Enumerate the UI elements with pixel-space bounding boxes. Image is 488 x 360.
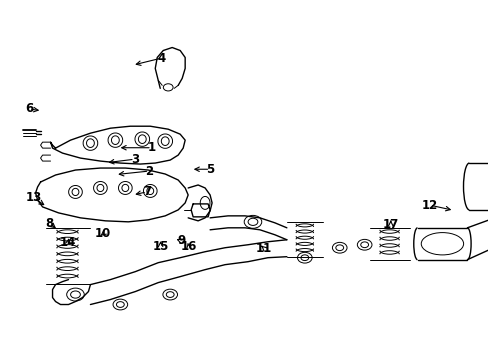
Text: 17: 17 bbox=[382, 218, 398, 231]
Text: 12: 12 bbox=[421, 199, 437, 212]
Text: 5: 5 bbox=[206, 163, 214, 176]
Text: 10: 10 bbox=[95, 227, 111, 240]
Text: 15: 15 bbox=[152, 240, 168, 253]
Text: 8: 8 bbox=[45, 216, 54, 230]
Text: 14: 14 bbox=[60, 236, 76, 249]
Text: 3: 3 bbox=[130, 153, 139, 166]
Text: 6: 6 bbox=[25, 103, 33, 116]
Text: 1: 1 bbox=[147, 141, 156, 154]
Text: 13: 13 bbox=[26, 192, 42, 204]
Text: 16: 16 bbox=[180, 240, 196, 253]
Text: 2: 2 bbox=[145, 165, 153, 177]
Text: 7: 7 bbox=[142, 185, 151, 198]
Text: 4: 4 bbox=[157, 51, 165, 64]
Text: 9: 9 bbox=[177, 234, 185, 247]
Text: 11: 11 bbox=[255, 242, 272, 255]
